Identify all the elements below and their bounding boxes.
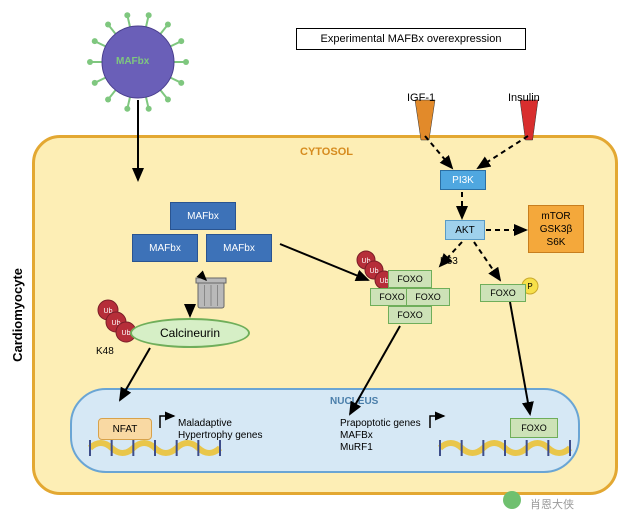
foxo-nucleus-text: FOXO: [521, 423, 547, 433]
nfat-text: NFAT: [113, 424, 138, 435]
mtor-line: GSK3β: [540, 223, 572, 236]
igf1-label: IGF-1: [407, 92, 435, 104]
foxo-nucleus-box: FOXO: [510, 418, 558, 438]
gene-line: Prapoptotic genes: [340, 418, 421, 430]
pi3k-text: PI3K: [452, 175, 474, 186]
calcineurin-text: Calcineurin: [160, 326, 220, 340]
foxo-cell: FOXO: [388, 306, 432, 324]
gene-line: MAFBx: [340, 430, 421, 442]
mtor-line: S6K: [547, 236, 566, 249]
k48-label: K48: [96, 346, 114, 357]
title-box: Experimental MAFBx overexpression: [296, 28, 526, 50]
mafbx-cluster: MAFbx MAFbx MAFbx: [130, 200, 270, 270]
mafbx-cell: MAFbx: [170, 202, 236, 230]
pi3k-box: PI3K: [440, 170, 486, 190]
nucleus-label: NUCLEUS: [330, 396, 378, 407]
watermark-text: 肖恩大侠: [530, 496, 574, 512]
akt-text: AKT: [455, 225, 474, 236]
calcineurin-box: Calcineurin: [130, 318, 250, 348]
mafbx-cell: MAFbx: [206, 234, 272, 262]
nfat-box: NFAT: [98, 418, 152, 440]
akt-box: AKT: [445, 220, 485, 240]
foxo-p-text: FOXO: [490, 288, 516, 298]
cardiomyocyte-label: Cardiomyocyte: [10, 268, 25, 362]
insulin-label: Insulin: [508, 92, 540, 104]
gene-line: Maladaptive: [178, 418, 263, 430]
foxo-cluster: FOXOFOXOFOXOFOXO: [370, 270, 470, 340]
virus-label: MAFbx: [116, 56, 149, 67]
gene-text-right: Prapoptotic genesMAFBxMuRF1: [340, 418, 421, 454]
foxo-cell: FOXO: [406, 288, 450, 306]
gene-line: Hypertrophy genes: [178, 430, 263, 442]
gene-text-left: MaladaptiveHypertrophy genes: [178, 418, 263, 442]
cytosol-label: CYTOSOL: [300, 146, 353, 158]
foxo-cell: FOXO: [388, 270, 432, 288]
mtor-box: mTORGSK3βS6K: [528, 205, 584, 253]
mafbx-cell: MAFbx: [132, 234, 198, 262]
mtor-line: mTOR: [541, 210, 570, 223]
title-text: Experimental MAFBx overexpression: [321, 33, 502, 45]
gene-line: MuRF1: [340, 442, 421, 454]
k63-label: K63: [440, 256, 458, 267]
foxo-p-box: FOXO: [480, 284, 526, 302]
